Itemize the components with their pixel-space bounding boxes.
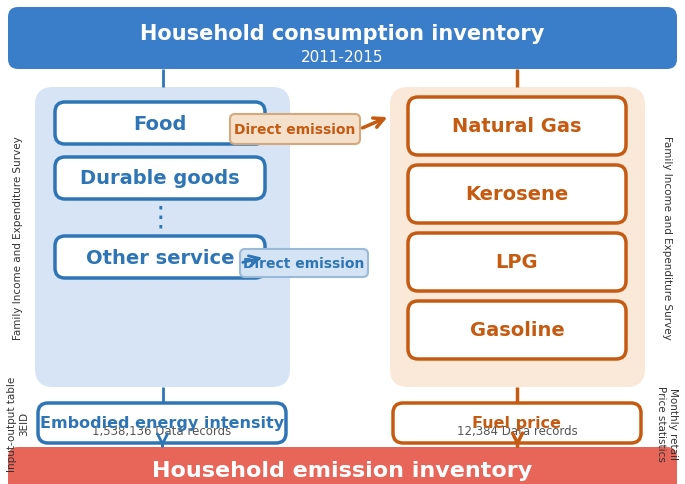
FancyBboxPatch shape <box>408 98 626 156</box>
Text: Input-output table
3EID: Input-output table 3EID <box>7 376 29 470</box>
Text: Family Income and Expenditure Survey: Family Income and Expenditure Survey <box>13 136 23 339</box>
Text: Family Income and Expenditure Survey: Family Income and Expenditure Survey <box>662 136 672 339</box>
FancyBboxPatch shape <box>390 88 645 387</box>
Text: LPG: LPG <box>496 253 538 272</box>
FancyBboxPatch shape <box>38 403 286 443</box>
Text: Embodied energy intensity: Embodied energy intensity <box>40 416 284 431</box>
FancyBboxPatch shape <box>55 103 265 145</box>
FancyBboxPatch shape <box>230 115 360 145</box>
Text: 1,538,136 Data records: 1,538,136 Data records <box>92 424 232 438</box>
Text: Gasoline: Gasoline <box>470 321 564 340</box>
Text: Kerosene: Kerosene <box>465 185 569 204</box>
Text: Household consumption inventory: Household consumption inventory <box>140 24 545 44</box>
Text: Natural Gas: Natural Gas <box>452 117 582 136</box>
Text: Other service: Other service <box>86 248 234 267</box>
FancyBboxPatch shape <box>408 302 626 359</box>
FancyBboxPatch shape <box>240 249 368 277</box>
Text: Direct emission: Direct emission <box>243 257 364 271</box>
Text: 2011-2015: 2011-2015 <box>301 50 384 65</box>
FancyBboxPatch shape <box>55 237 265 278</box>
FancyBboxPatch shape <box>408 233 626 291</box>
FancyBboxPatch shape <box>8 8 677 70</box>
Text: Household emission inventory: Household emission inventory <box>152 460 533 480</box>
Text: Direct emission: Direct emission <box>234 123 356 136</box>
FancyBboxPatch shape <box>8 447 677 484</box>
FancyBboxPatch shape <box>408 166 626 224</box>
Text: Fuel price: Fuel price <box>473 416 562 431</box>
FancyBboxPatch shape <box>393 403 641 443</box>
Text: Monthly retail
Price statistics: Monthly retail Price statistics <box>656 385 678 461</box>
Text: Food: Food <box>134 114 187 133</box>
Text: Durable goods: Durable goods <box>80 169 240 188</box>
Text: ⋮: ⋮ <box>146 204 174 231</box>
FancyBboxPatch shape <box>55 158 265 199</box>
Text: 12,384 Data records: 12,384 Data records <box>457 424 577 438</box>
FancyBboxPatch shape <box>35 88 290 387</box>
